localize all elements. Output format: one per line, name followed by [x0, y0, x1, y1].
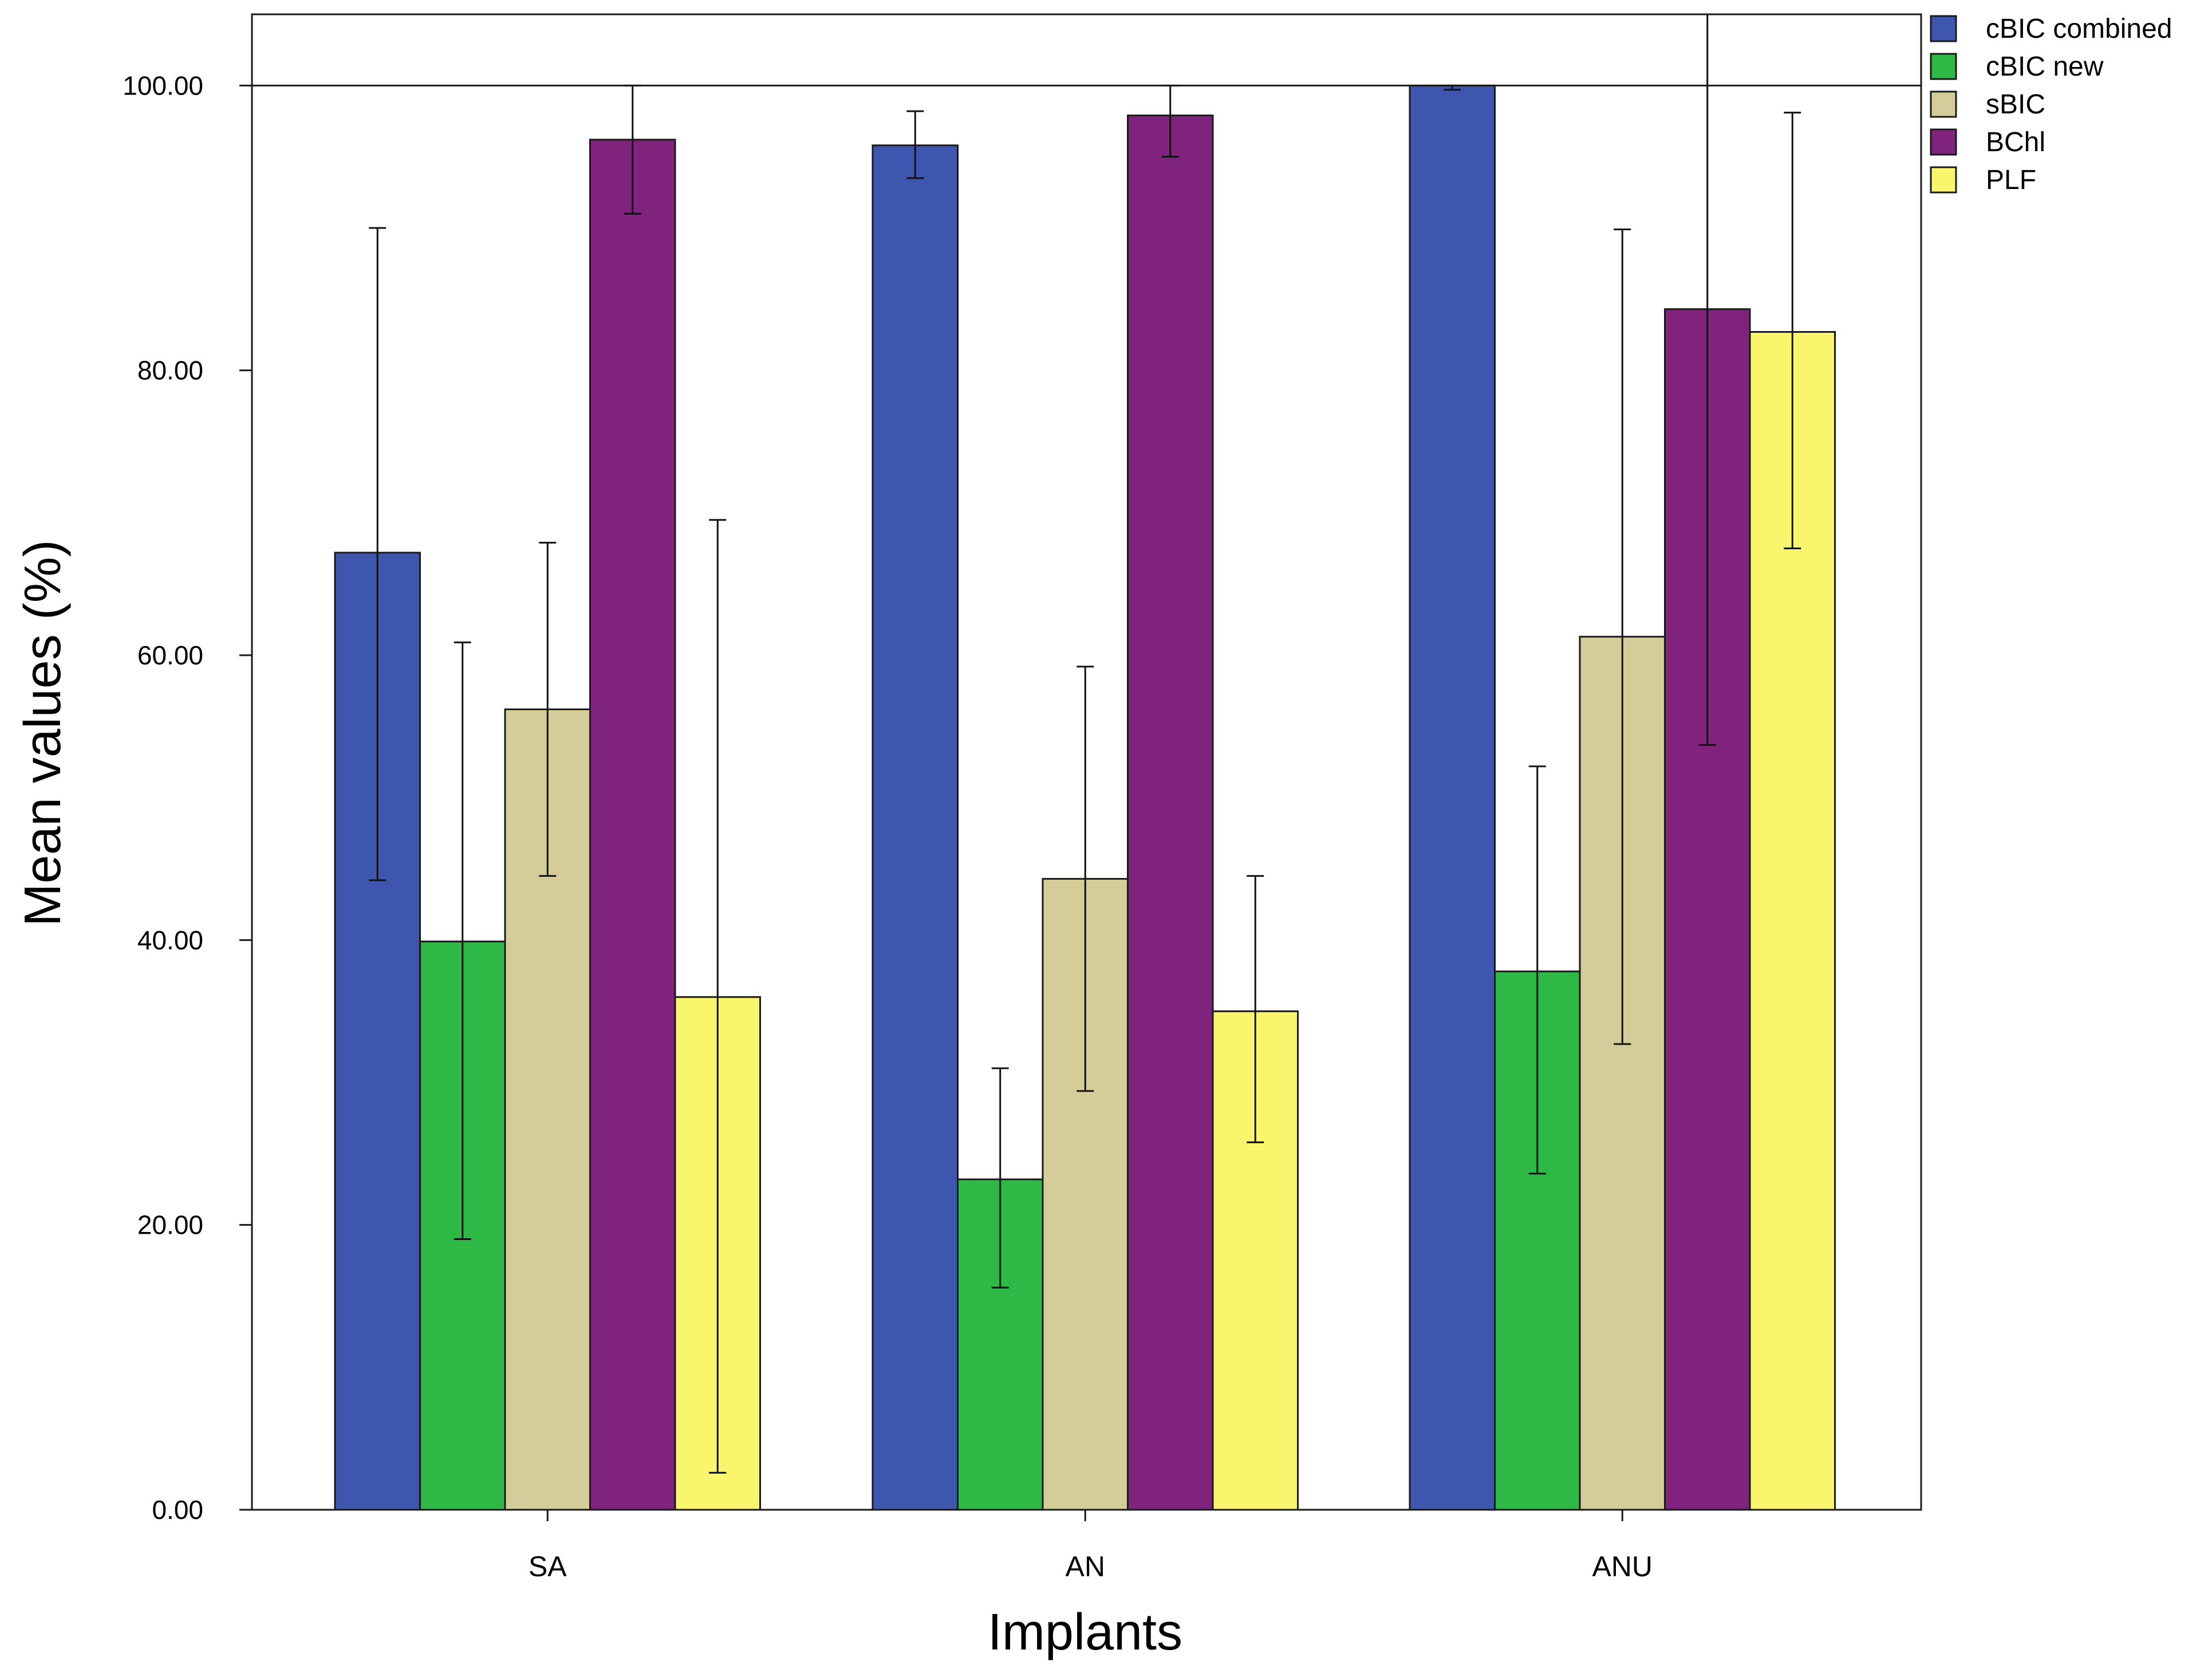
legend-swatch-cbic-combined — [1930, 15, 1957, 42]
y-tick-label: 100.00 — [123, 70, 203, 100]
legend-swatch-sbic — [1930, 90, 1957, 118]
y-axis-title: Mean values (%) — [14, 540, 72, 926]
legend-swatch-bchl — [1930, 128, 1957, 156]
error-bars-layer — [369, 13, 1801, 1474]
legend-label-sbic: sBIC — [1986, 89, 2045, 120]
x-tick-label: SA — [529, 1550, 567, 1582]
y-tick-label: 40.00 — [137, 925, 203, 955]
x-tick-label: ANU — [1592, 1550, 1653, 1582]
x-axis-title: Implants — [988, 1604, 1182, 1661]
axes-layer: 0.00 20.00 40.00 60.00 80.00 100.00 SA AN ANU — [123, 13, 1922, 1582]
bar-bchl-sa — [589, 139, 676, 1511]
legend-swatch-cbic-new — [1930, 53, 1957, 80]
y-tick-label: 80.00 — [137, 356, 203, 385]
bar-bchl-an — [1127, 115, 1214, 1511]
legend-label-plf: PLF — [1986, 165, 2036, 195]
legend: cBIC combined cBIC new sBIC BChl PLF — [1930, 14, 2172, 195]
x-tick-label: AN — [1066, 1550, 1105, 1582]
legend-label-cbic-new: cBIC new — [1986, 52, 2104, 82]
legend-swatch-plf — [1930, 166, 1957, 194]
y-tick-label: 0.00 — [152, 1495, 203, 1525]
y-tick-label: 20.00 — [137, 1210, 203, 1240]
bar-cbic-combined-anu — [1409, 84, 1496, 1511]
legend-label-bchl: BChl — [1986, 127, 2045, 158]
bar-cbic-combined-an — [872, 144, 959, 1511]
y-tick-label: 60.00 — [137, 640, 203, 670]
plot-frame — [251, 13, 1922, 1511]
legend-label-cbic-combined: cBIC combined — [1986, 14, 2172, 44]
